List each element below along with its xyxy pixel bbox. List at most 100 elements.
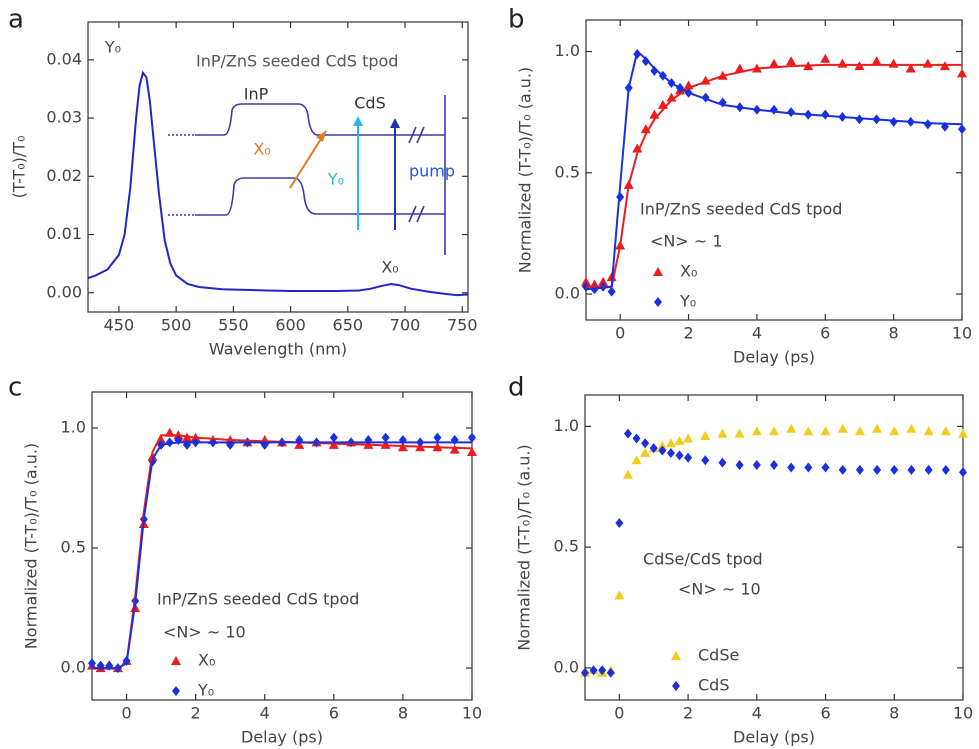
legend-marker [172,686,180,696]
arrow-head [353,116,363,126]
x-tick-label: 8 [889,704,899,723]
annotation: InP/ZnS seeded CdS tpod [196,52,398,71]
data-point [787,107,796,118]
data-point [838,464,847,475]
data-point [734,428,745,438]
y-axis-label: Normalized (T-T₀)/T₀ (a.u.) [516,67,535,273]
data-point [752,460,761,471]
data-point [589,665,598,676]
legend-label: Y₀ [197,681,214,700]
y-tick-label: 0.5 [554,537,579,556]
data-point [890,464,899,475]
y-tick-label: 0.0 [61,658,86,677]
y-tick-label: 0.03 [46,108,82,127]
arrow-head [390,118,400,128]
data-point [923,119,932,130]
data-point [658,445,667,456]
data-point [873,464,882,475]
data-point [88,658,96,669]
y-axis-label: Normalized (T-T₀)/T₀ (a.u.) [22,443,41,649]
data-point [803,426,814,436]
energy-diagram [168,95,446,255]
x-tick-label: 2 [683,324,693,343]
data-point [787,462,796,473]
data-point [820,426,831,436]
data-point [769,426,779,436]
legend-marker [171,656,181,665]
x-tick-label: 8 [889,324,899,343]
data-point [700,431,711,441]
data-point [598,276,609,286]
x-tick-label: 6 [329,704,339,723]
data-point [959,467,967,478]
fit-line [92,434,473,670]
data-point [381,432,390,443]
legend-label: CdS [698,676,729,695]
x-tick-label: 8 [398,704,408,723]
data-point [623,428,632,439]
upper-level [195,103,445,136]
x-tick-label: 450 [104,316,135,335]
x-tick-label: 0 [615,324,625,343]
x-tick-label: 700 [390,316,421,335]
annotation: X₀ [253,140,270,159]
y-tick-label: 0.5 [555,162,580,181]
data-point [398,435,407,446]
data-point [380,439,391,449]
data-point [786,56,797,66]
data-point [718,457,727,468]
y-tick-label: 0.5 [61,538,86,557]
data-point [923,426,934,436]
data-point [957,68,967,78]
x0-arrow [289,130,327,189]
legend-marker [654,297,662,307]
spectrum-line [87,70,469,297]
y-tick-label: 1.0 [554,416,579,435]
data-point [701,455,710,466]
data-point [615,517,624,528]
data-point [854,426,865,436]
data-point [631,455,642,465]
data-point [165,437,174,448]
data-point [717,428,728,438]
data-point [295,435,304,446]
x-tick-label: 750 [447,316,478,335]
data-point [641,56,650,67]
annotation: Y₀ [104,38,121,57]
annotation: InP [244,85,269,104]
data-point [735,460,744,471]
data-point [770,104,778,115]
annotation: CdSe/CdS tpod [643,550,763,569]
x-tick-label: 650 [333,316,364,335]
data-point [581,276,591,286]
y-tick-label: 0.02 [46,166,82,185]
y-tick-label: 1.0 [61,418,86,437]
data-point [924,464,933,475]
data-point [941,464,950,475]
x-tick-label: 4 [752,704,762,723]
fit-line [585,49,963,291]
lower-level [195,177,445,216]
data-point [751,426,762,436]
panel-label: c [8,373,22,403]
data-point [450,435,459,446]
data-point [940,426,951,436]
y-tick-label: 0.00 [46,282,82,301]
panel-label: b [508,5,525,35]
data-point [468,432,476,443]
x-axis-label: Delay (ps) [241,728,323,747]
data-point [786,423,797,433]
data-point [675,450,684,461]
data-point [958,124,966,135]
x-tick-label: 600 [275,316,306,335]
y-axis-label: (T-T₀)/T₀ [10,136,29,199]
x-tick-label: 10 [462,704,482,723]
annotation: X₀ [381,258,398,277]
x-tick-label: 2 [683,704,693,723]
annotation: <N> ~ 1 [650,232,723,251]
plot-frame [91,391,473,701]
data-point [922,58,933,68]
data-point [598,665,607,676]
panel-label: a [8,5,24,35]
annotation: pump [409,162,455,181]
